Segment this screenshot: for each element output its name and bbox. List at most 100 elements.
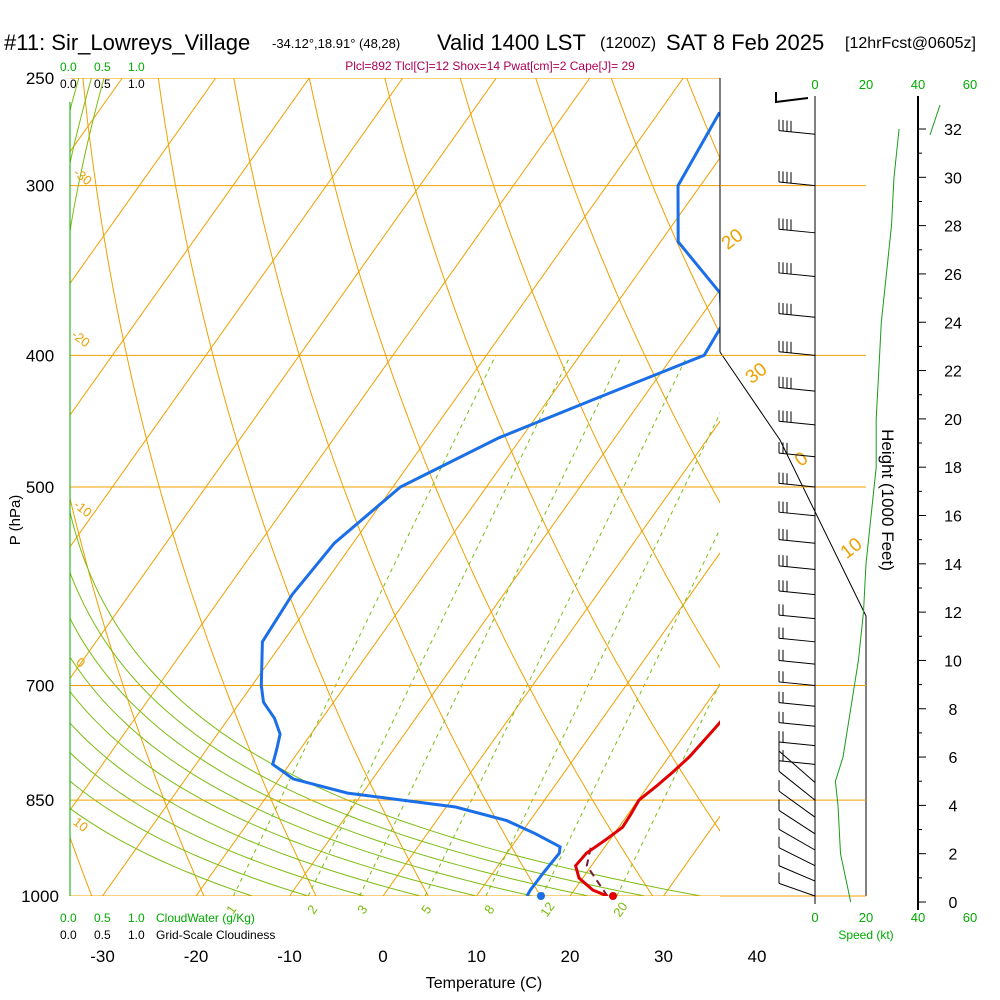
wind-barb-shaft	[778, 565, 816, 570]
cloudiness-tick-top-2: 1.0	[128, 77, 145, 91]
cloudiness-tick-bottom-2: 1.0	[128, 928, 145, 942]
pressure-tick-label: 300	[26, 177, 54, 196]
dry-adiabat-line	[70, 496, 205, 896]
isotherm-line	[569, 683, 720, 896]
wind-barb-shaft	[778, 702, 816, 707]
wind-barbs	[720, 92, 866, 904]
pressure-tick-label: 400	[26, 346, 54, 365]
dry-adiabat-line	[752, 54, 1000, 925]
isotherm-line	[476, 552, 720, 896]
cloud-tick-bottom-0: 0.0	[60, 911, 77, 925]
dry-adiabat-line	[308, 78, 654, 896]
dry-adiabat-line	[459, 78, 720, 669]
speed-tick-bottom: 40	[911, 910, 925, 925]
isotherm-line	[0, 78, 29, 896]
dry-adiabat-line	[384, 78, 720, 832]
moist-adiabat-line	[70, 78, 701, 896]
dry-adiabat-line	[827, 54, 1000, 925]
height-tick-label: 22	[944, 364, 962, 381]
wind-panel-boundary	[719, 351, 867, 896]
cloudiness-label: Grid-Scale Cloudiness	[156, 928, 275, 942]
cloudiness-tick-bottom-0: 0.0	[60, 928, 77, 942]
mixing-ratio-label: 20	[610, 899, 631, 919]
height-tick-label: 14	[944, 557, 962, 574]
height-tick-label: 32	[944, 122, 962, 139]
moist-adiabat-line	[70, 722, 421, 896]
mixing-ratio-line	[616, 682, 720, 896]
profile-lines	[259, 111, 720, 896]
height-tick-label: 26	[944, 267, 962, 284]
dry-adiabat-line	[70, 836, 93, 896]
wind-barb-shaft	[778, 760, 816, 765]
height-tick-label: 30	[944, 170, 962, 187]
wind-barb-shaft	[778, 681, 816, 687]
temperature-tick-label: 0	[378, 947, 387, 966]
sounding-indices: Plcl=892 Tlcl[C]=12 Shox=14 Pwat[cm]=2 C…	[345, 59, 635, 73]
wind-barb-shaft	[778, 130, 816, 135]
cloud-scale-bottom: 0.0 0.5 1.0 CloudWater (g/Kg) 0.0 0.5 1.…	[60, 911, 275, 942]
temperature-tick-label: -30	[90, 947, 115, 966]
wind-barb-shaft	[778, 181, 816, 187]
speed-tick-top: 60	[963, 77, 977, 92]
wind-barb-shaft	[778, 750, 816, 783]
moist-adiabat-line	[70, 78, 645, 896]
speed-axis-title: Speed (kt)	[838, 928, 893, 942]
wind-barb-shaft	[778, 790, 816, 818]
temperature-line	[573, 720, 720, 896]
dry-adiabat-line	[157, 78, 429, 896]
forecast-date: SAT 8 Feb 2025	[666, 30, 824, 55]
wind-barb-shaft	[778, 482, 816, 488]
dry-adiabat-label: 0	[73, 654, 88, 670]
speed-tick-top: 0	[811, 77, 818, 92]
height-tick-label: 28	[944, 219, 962, 236]
wind-barb-shaft	[778, 847, 816, 867]
moist-adiabat-line	[70, 807, 253, 896]
utc-time: (1200Z)	[600, 35, 656, 52]
height-tick-label: 4	[949, 798, 958, 815]
wind-barb-shaft	[778, 637, 816, 643]
wind-barb-shaft	[778, 351, 816, 356]
dry-adiabat-label: -30	[71, 165, 95, 188]
wind-barb-shaft	[778, 539, 816, 544]
height-tick-label: 18	[944, 460, 962, 477]
cloud-tick-top-0: 0.0	[60, 60, 77, 74]
temperature-tick-label: 10	[467, 947, 486, 966]
wind-speed-profile-top	[929, 104, 941, 136]
wind-barb-shaft	[778, 865, 816, 882]
height-tick-label: 20	[944, 412, 962, 429]
dry-adiabat-label: 10	[837, 534, 867, 564]
surface-dewpoint-dot	[537, 892, 546, 900]
wind-barb-shaft	[778, 810, 816, 835]
speed-tick-top: 20	[859, 77, 873, 92]
wind-barb-shaft	[778, 882, 816, 897]
height-panel: 0020204040606002468101214161820222426283…	[811, 77, 977, 925]
height-tick-label: 0	[949, 895, 958, 912]
mixing-ratio-line	[307, 355, 571, 896]
wind-speed-profile-line	[834, 128, 900, 903]
pressure-axis-title: P (hPa)	[7, 495, 24, 546]
height-tick-label: 6	[949, 750, 958, 767]
station-title: #11: Sir_Lowreys_Village	[4, 30, 250, 55]
wind-barb-shaft	[778, 452, 816, 458]
wind-barb-shaft	[778, 590, 816, 596]
pressure-tick-label: 1000	[21, 887, 59, 906]
isotherm-line	[70, 78, 310, 416]
temperature-tick-label: -20	[184, 947, 209, 966]
wind-barb-shaft	[778, 770, 816, 801]
wind-barb-shaft	[778, 741, 816, 747]
isotherm-line	[851, 78, 1000, 896]
speed-tick-bottom: 20	[859, 910, 873, 925]
mixing-ratio-label: 3	[354, 902, 370, 917]
temperature-tick-label: 20	[561, 947, 580, 966]
temperature-tick-label: -10	[277, 947, 302, 966]
wind-barb-shaft	[778, 614, 816, 620]
cloud-tick-bottom-1: 0.5	[94, 911, 111, 925]
wind-barb-shaft	[778, 659, 816, 665]
speed-tick-bottom: 0	[811, 910, 818, 925]
forecast-run: [12hrFcst@0605z]	[845, 35, 976, 52]
moist-adiabat-line	[70, 690, 477, 896]
height-tick-label: 2	[949, 847, 958, 864]
cloudiness-tick-bottom-1: 0.5	[94, 928, 111, 942]
